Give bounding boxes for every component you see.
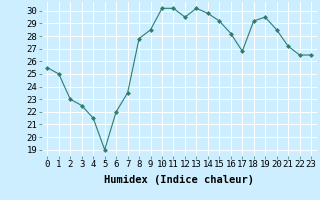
X-axis label: Humidex (Indice chaleur): Humidex (Indice chaleur) xyxy=(104,175,254,185)
